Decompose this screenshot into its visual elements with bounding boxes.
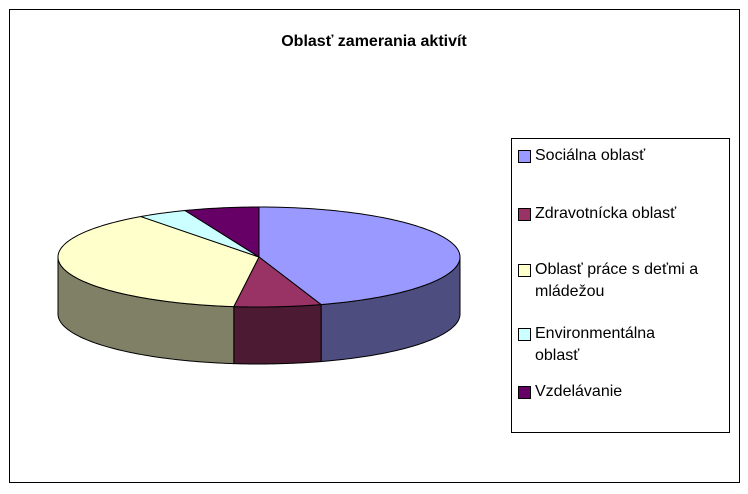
slice <box>233 256 323 308</box>
legend-item: Oblasť práce s deťmi a mládežou <box>518 259 707 303</box>
legend-swatch <box>518 208 531 221</box>
slice <box>57 216 260 308</box>
slice <box>258 206 461 306</box>
slice <box>183 206 260 258</box>
legend-label: Vzdelávanie <box>535 383 623 400</box>
legend-swatch <box>518 264 531 277</box>
legend-swatch <box>518 386 531 399</box>
legend: Sociálna oblasť Zdravotnícka oblasť Oblasť… <box>511 138 730 433</box>
legend-label: Sociálna oblasť <box>535 147 646 164</box>
chart-title: Oblasť zamerania aktivít <box>281 33 467 50</box>
legend-item: Vzdelávanie <box>518 381 622 403</box>
legend-label: Oblasť práce s deťmi a mládežou <box>535 261 699 300</box>
legend-swatch <box>518 150 531 163</box>
legend-item: Environmentálna oblasť <box>518 323 675 367</box>
legend-swatch <box>518 328 531 341</box>
chart-frame <box>9 9 740 483</box>
legend-item: Sociálna oblasť <box>518 145 645 167</box>
slice <box>140 209 260 258</box>
slice-side <box>233 304 322 365</box>
legend-label: Environmentálna oblasť <box>535 325 656 364</box>
legend-item: Zdravotnícka oblasť <box>518 203 676 225</box>
legend-label: Zdravotnícka oblasť <box>535 205 677 222</box>
